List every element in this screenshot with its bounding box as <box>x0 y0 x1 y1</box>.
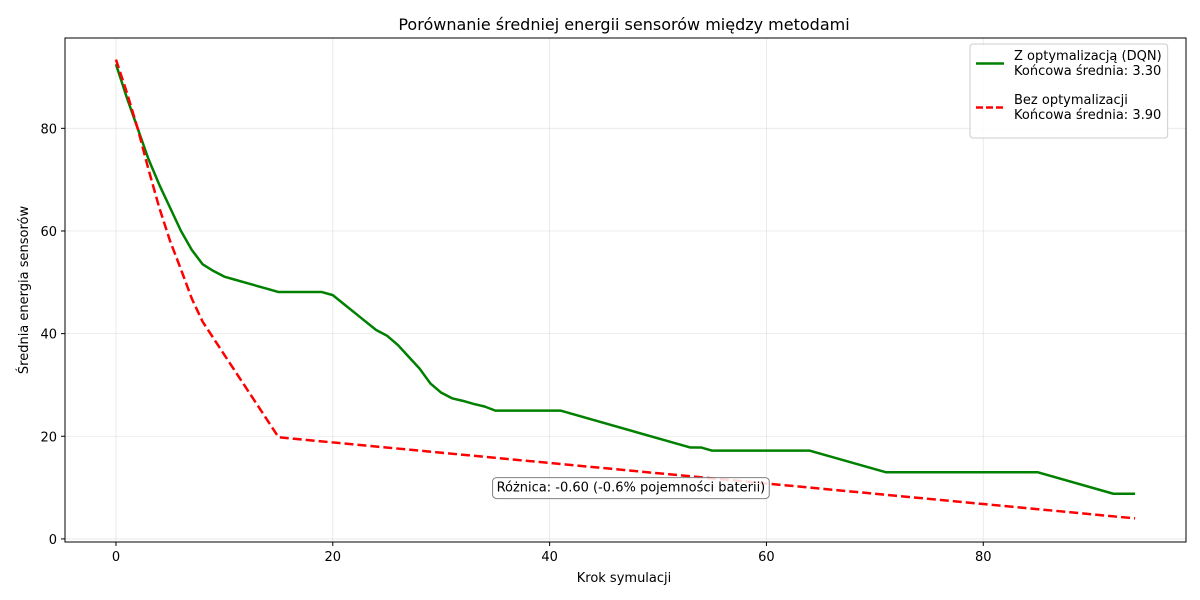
y-tick-label: 20 <box>40 430 57 445</box>
y-axis-title: Średnia energia sensorów <box>16 206 32 375</box>
annotations: Różnica: -0.60 (-0.6% pojemności baterii… <box>492 477 770 500</box>
legend-label: Końcowa średnia: 3.30 <box>1014 64 1161 79</box>
series-lines <box>114 59 1136 520</box>
legend-label: Z optymalizacją (DQN) <box>1014 49 1162 64</box>
annotation-text: Różnica: -0.60 (-0.6% pojemności baterii… <box>497 481 766 496</box>
x-tick-label: 80 <box>975 550 992 565</box>
x-tick-label: 0 <box>112 550 120 565</box>
legend-entry-1: Z optymalizacją (DQN)Końcowa średnia: 3.… <box>976 49 1162 79</box>
legend-label: Bez optymalizacji <box>1014 93 1128 108</box>
y-tick-label: 60 <box>40 225 57 240</box>
x-tick-label: 60 <box>758 550 775 565</box>
chart-title: Porównanie średniej energii sensorów mię… <box>398 15 849 34</box>
annotation-1: Różnica: -0.60 (-0.6% pojemności baterii… <box>492 477 770 500</box>
axis-ticks: 0 20 40 60 80 0 20 40 60 80 <box>40 122 991 565</box>
y-tick-label: 80 <box>40 122 57 137</box>
series-line-2 <box>114 59 1136 520</box>
y-tick-label: 40 <box>40 328 57 343</box>
series-line-1 <box>114 63 1136 496</box>
x-axis-title: Krok symulacji <box>577 571 672 586</box>
annotation-box <box>492 477 770 500</box>
x-tick-label: 20 <box>325 550 342 565</box>
legend-box <box>969 43 1169 139</box>
legend-label: Końcowa średnia: 3.90 <box>1014 108 1161 123</box>
legend: Z optymalizacją (DQN)Końcowa średnia: 3.… <box>969 43 1169 139</box>
y-tick-label: 0 <box>49 533 57 548</box>
x-tick-label: 40 <box>541 550 558 565</box>
plot-frame <box>64 37 1187 543</box>
